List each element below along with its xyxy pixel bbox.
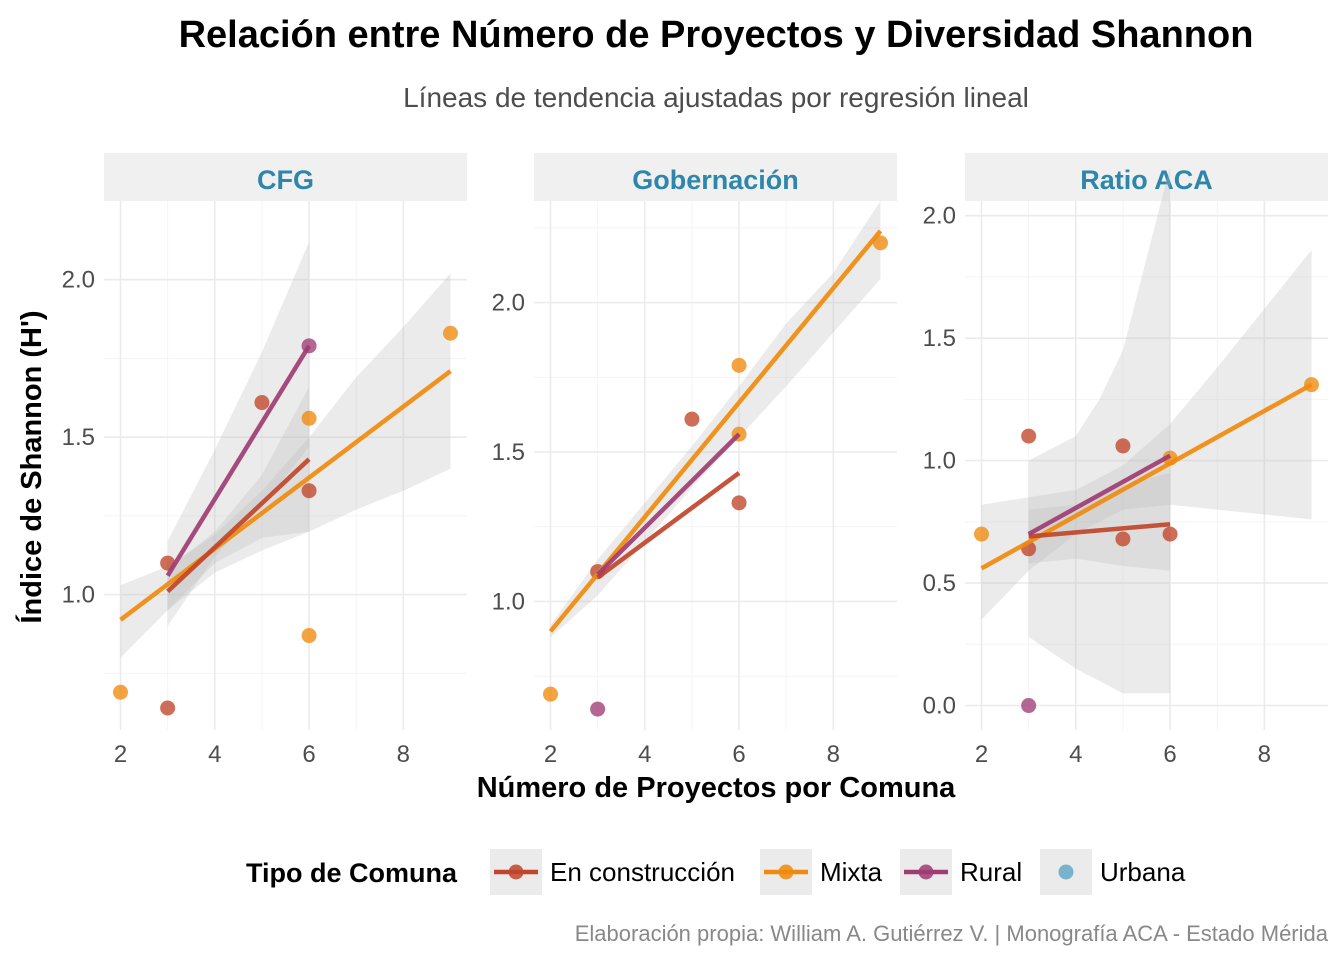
point-en-construccion xyxy=(160,700,176,716)
legend-label: Mixta xyxy=(820,857,883,887)
y-tick-label: 2.0 xyxy=(492,290,525,317)
x-axis-label: Número de Proyectos por Comuna xyxy=(477,772,956,804)
y-tick-label: 2.0 xyxy=(923,203,956,230)
y-tick-label: 0.5 xyxy=(923,570,956,597)
facet-strip xyxy=(965,153,1328,201)
trend-line-mixta xyxy=(119,369,452,622)
confidence-band-en-construccion xyxy=(1028,472,1171,571)
facet-strip xyxy=(534,153,897,201)
trend-line-rural xyxy=(165,344,311,577)
y-tick-label: 1.0 xyxy=(62,582,95,609)
legend-item-en-construccion: En construcción xyxy=(490,849,735,895)
legend-key-point xyxy=(918,864,934,880)
y-tick-label: 2.0 xyxy=(62,267,95,294)
point-en-construccion xyxy=(1021,428,1037,444)
point-en-construccion xyxy=(684,411,700,427)
y-axis-label: Índice de Shannon (H') xyxy=(14,310,48,623)
chart-title: Relación entre Número de Proyectos y Div… xyxy=(179,14,1254,56)
x-tick-label: 4 xyxy=(638,741,651,768)
chart-caption: Elaboración propia: William A. Gutiérrez… xyxy=(575,921,1329,946)
x-tick-label: 8 xyxy=(1258,741,1271,768)
x-tick-label: 4 xyxy=(208,741,221,768)
point-mixta xyxy=(873,235,888,251)
confidence-band-rural xyxy=(1028,166,1171,694)
legend-key-point xyxy=(1058,864,1074,880)
legend: Tipo de Comuna En construcción Mixta Rural… xyxy=(246,849,1186,895)
confidence-band-mixta xyxy=(981,250,1312,620)
legend-label: En construcción xyxy=(550,857,735,887)
facet-label: Ratio ACA xyxy=(1080,165,1213,195)
point-rural xyxy=(590,701,606,717)
trend-line-en-construccion xyxy=(1028,522,1171,539)
legend-label: Rural xyxy=(960,857,1022,887)
confidence-band-rural xyxy=(167,241,310,627)
point-en-construccion xyxy=(1115,438,1131,454)
y-tick-label: 1.5 xyxy=(923,325,956,352)
point-en-construccion xyxy=(254,395,270,411)
x-tick-label: 2 xyxy=(114,741,127,768)
panels: CFG 2 4 6 8 1.0 1.5 2.0 Gobernación 2 4 6 8 1.0 1.5 2.0… xyxy=(62,153,1328,768)
x-tick-label: 8 xyxy=(827,741,840,768)
y-tick-label: 1.5 xyxy=(62,424,95,451)
point-en-construccion xyxy=(1115,531,1131,547)
trend-line-rural xyxy=(596,432,741,577)
legend-item-mixta: Mixta xyxy=(760,849,883,895)
facet-label: CFG xyxy=(257,165,314,195)
point-mixta xyxy=(301,628,317,644)
x-tick-label: 2 xyxy=(544,741,557,768)
panel-cfg: CFG 2 4 6 8 1.0 1.5 2.0 xyxy=(62,153,467,768)
point-en-construccion xyxy=(731,495,747,511)
x-tick-label: 6 xyxy=(732,741,745,768)
y-tick-label: 1.5 xyxy=(492,439,525,466)
facet-label: Gobernación xyxy=(632,165,799,195)
y-tick-label: 1.0 xyxy=(492,588,525,615)
point-en-construccion xyxy=(301,483,317,499)
point-mixta xyxy=(974,526,989,542)
y-tick-label: 1.0 xyxy=(923,448,956,475)
legend-title: Tipo de Comuna xyxy=(246,858,458,888)
trend-line-en-construccion xyxy=(596,471,741,580)
point-mixta xyxy=(301,410,317,426)
panel-gobernacion: Gobernación 2 4 6 8 1.0 1.5 2.0 xyxy=(492,153,897,768)
point-en-construccion xyxy=(1162,526,1178,542)
chart-subtitle: Líneas de tendencia ajustadas por regres… xyxy=(403,82,1029,113)
legend-label: Urbana xyxy=(1100,857,1186,887)
trend-line-rural xyxy=(1027,453,1172,537)
x-tick-label: 2 xyxy=(975,741,988,768)
point-mixta xyxy=(113,684,128,700)
point-mixta xyxy=(443,325,458,341)
x-tick-label: 6 xyxy=(302,741,315,768)
facet-strip xyxy=(104,153,467,201)
x-tick-label: 8 xyxy=(397,741,410,768)
legend-item-rural: Rural xyxy=(900,849,1022,895)
panel-ratio-aca: Ratio ACA 2 4 6 8 0.0 0.5 1.0 1.5 2.0 xyxy=(923,153,1328,768)
legend-key-point xyxy=(508,864,524,880)
confidence-band-mixta xyxy=(120,273,451,658)
x-tick-label: 6 xyxy=(1163,741,1176,768)
point-mixta xyxy=(543,686,558,702)
y-tick-label: 0.0 xyxy=(923,693,956,720)
x-tick-label: 4 xyxy=(1069,741,1082,768)
legend-item-urbana: Urbana xyxy=(1040,849,1186,895)
legend-key-point xyxy=(778,864,794,880)
confidence-band-en-construccion xyxy=(167,386,310,611)
point-rural xyxy=(1021,698,1037,714)
point-mixta xyxy=(731,357,747,373)
trend-line-en-construccion xyxy=(166,457,311,594)
